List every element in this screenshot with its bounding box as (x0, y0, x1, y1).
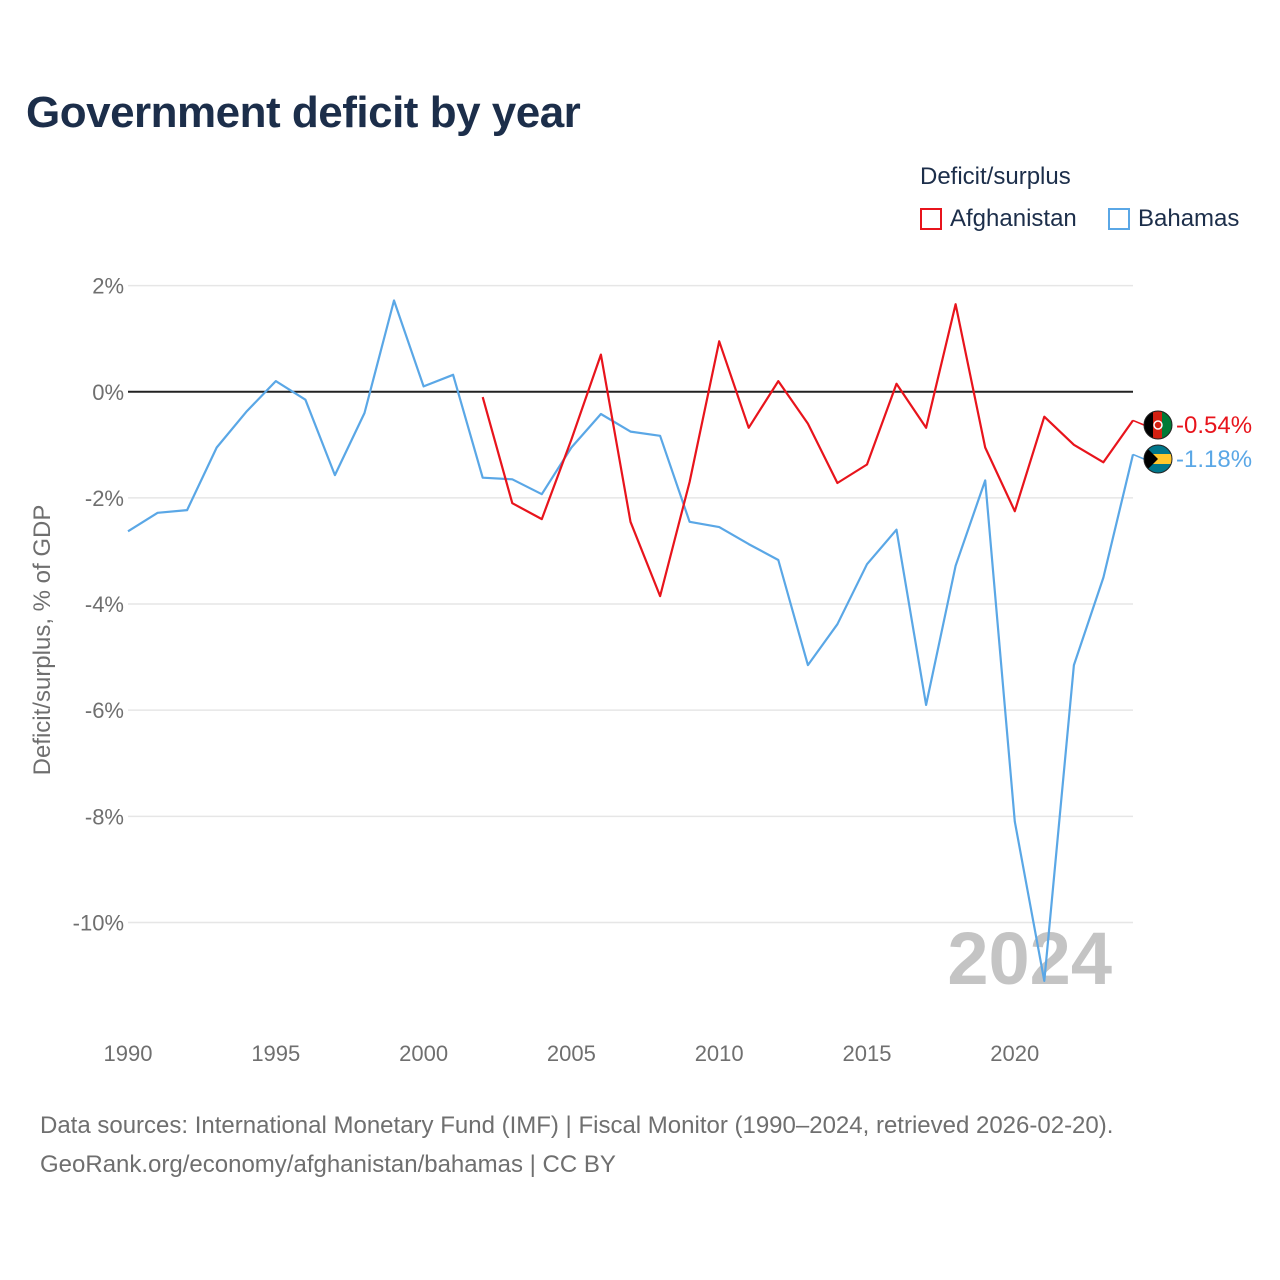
y-tick-label: 2% (92, 274, 124, 299)
bahamas-flag-icon (1143, 444, 1173, 474)
y-tick-label: -2% (85, 486, 124, 511)
line-chart: 2% 0% -2% -4% -6% -8% -10% 1990 1995 2000 2005 201… (29, 274, 1252, 1066)
legend-swatch-bahamas (1108, 208, 1130, 230)
year-watermark: 2024 (947, 917, 1112, 1000)
y-tick-label: 0% (92, 380, 124, 405)
legend-label-afghanistan: Afghanistan (950, 205, 1077, 232)
x-tick-label: 2015 (842, 1041, 891, 1066)
x-tick-label: 2010 (695, 1041, 744, 1066)
legend-label-bahamas: Bahamas (1138, 205, 1240, 232)
x-axis-ticks: 1990 1995 2000 2005 2010 2015 2020 (104, 1041, 1040, 1066)
x-tick-label: 1990 (104, 1041, 153, 1066)
legend-swatch-afghanistan (920, 208, 942, 230)
series-line-bahamas[interactable] (127, 299, 1135, 983)
legend-item-bahamas[interactable]: Bahamas (1108, 205, 1239, 233)
end-leader-afghanistan (1132, 419, 1145, 426)
y-axis-ticks: 2% 0% -2% -4% -6% -8% -10% (73, 274, 124, 936)
footer-credit-line: GeoRank.org/economy/afghanistan/bahamas … (40, 1151, 616, 1178)
y-tick-label: -4% (85, 592, 124, 617)
end-leader-bahamas (1132, 453, 1145, 460)
footer-source-line: Data sources: International Monetary Fun… (40, 1112, 1114, 1139)
x-tick-label: 2020 (990, 1041, 1039, 1066)
legend-item-afghanistan[interactable]: Afghanistan (920, 205, 1077, 233)
end-value-label-bahamas: -1.18% (1176, 446, 1252, 473)
afghanistan-flag-icon (1143, 410, 1173, 440)
y-axis-label: Deficit/surplus, % of GDP (29, 505, 56, 776)
y-tick-label: -6% (85, 698, 124, 723)
chart-title: Government deficit by year (26, 88, 581, 137)
x-tick-label: 2000 (399, 1041, 448, 1066)
y-tick-label: -8% (85, 804, 124, 829)
gridlines (128, 284, 1133, 924)
footer-source: Data sources: International Monetary Fun… (40, 1106, 1113, 1184)
series-line-afghanistan[interactable] (481, 303, 1134, 598)
x-tick-label: 1995 (251, 1041, 300, 1066)
end-value-label-afghanistan: -0.54% (1176, 412, 1252, 439)
y-tick-label: -10% (73, 910, 124, 935)
legend-title: Deficit/surplus (920, 163, 1071, 190)
x-tick-label: 2005 (547, 1041, 596, 1066)
